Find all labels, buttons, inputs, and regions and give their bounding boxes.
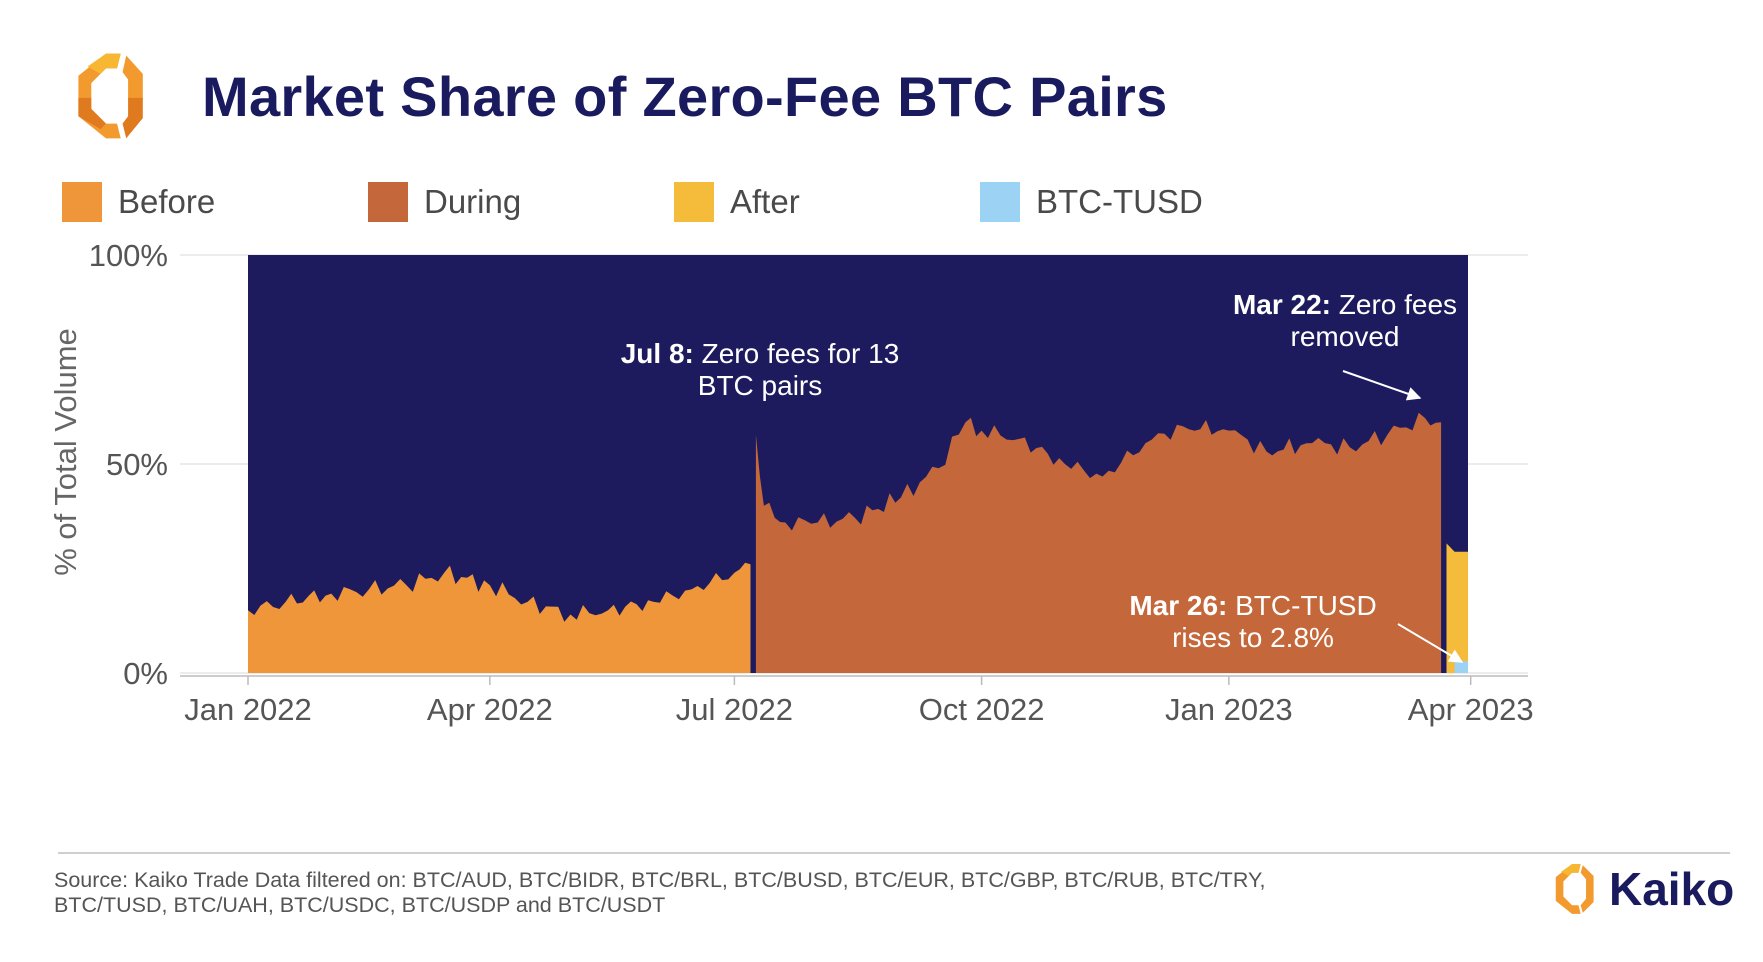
kaiko-logo-icon — [78, 53, 143, 139]
legend-label-btc-tusd: BTC-TUSD — [1036, 183, 1203, 220]
series-area-before — [248, 562, 751, 673]
legend-item-before: Before — [62, 182, 368, 222]
annotation-line2: BTC pairs — [698, 370, 822, 401]
legend-swatch-after — [674, 182, 714, 222]
annotation-line1: Mar 22: Zero fees — [1233, 289, 1457, 320]
legend-swatch-before — [62, 182, 102, 222]
legend-label-after: After — [730, 183, 800, 220]
y-axis-label: % of Total Volume — [48, 328, 83, 576]
series-area-btc-tusd — [1454, 661, 1468, 673]
legend-item-after: After — [674, 182, 980, 222]
legend-label-during: During — [424, 183, 522, 220]
x-tick-label: Apr 2022 — [427, 692, 553, 727]
legend-item-during: During — [368, 182, 674, 222]
legend-swatch-during — [368, 182, 408, 222]
series-area-during — [755, 412, 1442, 673]
x-tick-label: Oct 2022 — [919, 692, 1045, 727]
brand-name: Kaiko — [1609, 863, 1735, 915]
annotation-line1: Mar 26: BTC-TUSD — [1129, 590, 1376, 621]
y-tick-label: 50% — [106, 447, 168, 482]
header: Market Share of Zero-Fee BTC Pairs — [58, 50, 1168, 142]
annotation-line2: removed — [1291, 321, 1400, 352]
series-area-after — [1446, 543, 1468, 673]
footer-divider — [58, 852, 1730, 854]
brand: Kaiko — [1545, 862, 1734, 916]
y-tick-label: 0% — [123, 656, 168, 691]
x-tick-label: Jan 2023 — [1165, 692, 1293, 727]
annotation-arrow — [1342, 370, 1422, 401]
area-chart: 0% 50% 100% Jan 2022 Apr 2022 Jul 2022 Oct 202… — [48, 238, 1534, 727]
kaiko-brand-icon — [1555, 864, 1594, 914]
x-tick-label: Jul 2022 — [676, 692, 793, 727]
annotation-line2: rises to 2.8% — [1172, 622, 1334, 653]
y-tick-label: 100% — [89, 238, 168, 273]
annotation-arrow — [1397, 623, 1464, 663]
chart-title: Market Share of Zero-Fee BTC Pairs — [202, 64, 1168, 128]
legend-swatch-btc-tusd — [980, 182, 1020, 222]
x-tick-label: Jan 2022 — [184, 692, 312, 727]
x-tick-label: Apr 2023 — [1408, 692, 1534, 727]
legend: Before During After BTC-TUSD — [62, 182, 1203, 222]
annotation-line1: Jul 8: Zero fees for 13 — [621, 338, 900, 369]
legend-label-before: Before — [118, 183, 216, 220]
legend-item-btc-tusd: BTC-TUSD — [980, 182, 1203, 222]
source-note: Source: Kaiko Trade Data filtered on: BT… — [54, 868, 1266, 917]
